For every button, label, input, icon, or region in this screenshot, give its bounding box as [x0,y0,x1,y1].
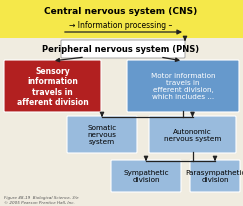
FancyBboxPatch shape [0,0,243,39]
FancyBboxPatch shape [149,116,236,153]
Text: Autonomic
nervous system: Autonomic nervous system [164,128,221,141]
Text: Sensory
information
travels in
afferent division: Sensory information travels in afferent … [17,67,88,107]
FancyBboxPatch shape [67,116,137,153]
FancyBboxPatch shape [61,41,185,59]
Text: Somatic
nervous
system: Somatic nervous system [87,125,117,145]
Text: Peripheral nervous system (PNS): Peripheral nervous system (PNS) [43,45,200,54]
Text: Figure 48-19  Biological Science, 3/e: Figure 48-19 Biological Science, 3/e [4,195,79,199]
Text: Parasympathetic
division: Parasympathetic division [185,170,243,183]
FancyBboxPatch shape [190,160,240,192]
Text: © 2005 Pearson Prentice Hall, Inc.: © 2005 Pearson Prentice Hall, Inc. [4,200,75,204]
FancyBboxPatch shape [127,61,239,112]
Text: Central nervous system (CNS): Central nervous system (CNS) [44,7,198,16]
Text: Motor information
travels in
efferent division,
which includes ...: Motor information travels in efferent di… [151,73,215,100]
Text: Sympathetic
division: Sympathetic division [123,170,169,183]
FancyBboxPatch shape [4,61,101,112]
Text: → Information processing –: → Information processing – [69,21,173,30]
FancyBboxPatch shape [111,160,181,192]
